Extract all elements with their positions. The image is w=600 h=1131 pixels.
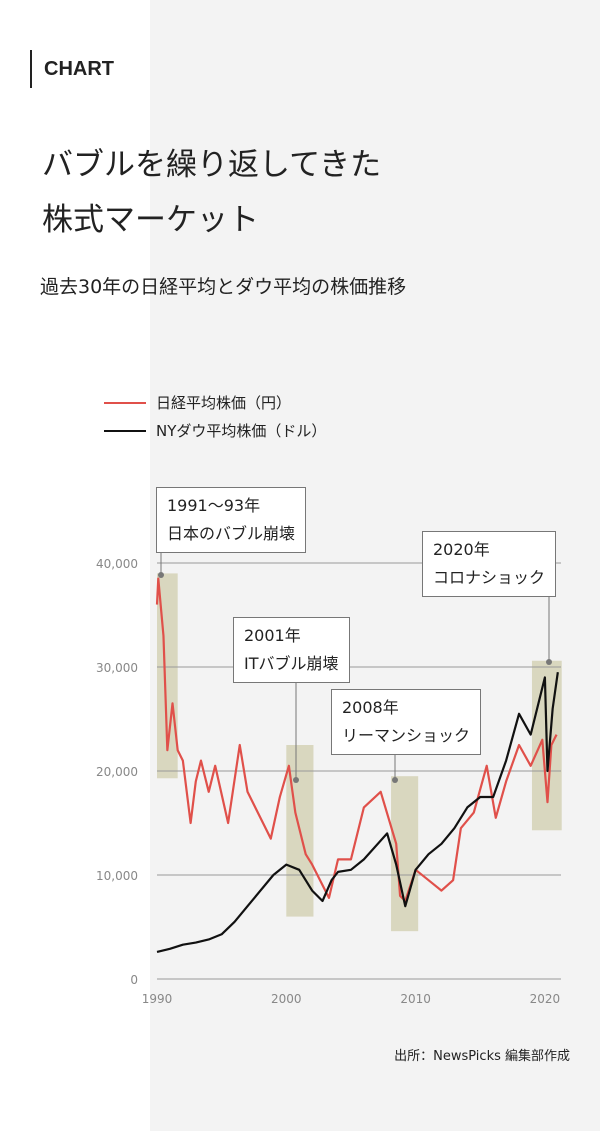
- x-tick-label: 2020: [530, 992, 561, 1006]
- subtitle: 過去30年の日経平均とダウ平均の株価推移: [40, 276, 407, 298]
- y-tick-label: 20,000: [96, 765, 138, 779]
- legend-nikkei: 日経平均株価（円）: [104, 392, 291, 413]
- leader-dot: [546, 659, 552, 665]
- leader-dot: [392, 777, 398, 783]
- chart-tag: CHART: [30, 50, 114, 88]
- source-note: 出所：NewsPicks 編集部作成: [394, 1049, 570, 1064]
- annotation-1991: 1991～93年 日本のバブル崩壊: [156, 487, 307, 553]
- highlight-band: [391, 776, 419, 932]
- x-tick-label: 2010: [400, 992, 431, 1006]
- dow-line: [156, 672, 559, 954]
- y-tick-label: 30,000: [96, 661, 138, 675]
- leader-dot: [158, 572, 164, 578]
- x-tick-label: 2000: [271, 992, 302, 1006]
- legend-label: 日経平均株価（円）: [156, 394, 292, 412]
- annotation-2008: 2008年 リーマンショック: [331, 689, 482, 755]
- legend-label: NYダウ平均株価（ドル）: [156, 422, 327, 440]
- y-tick-label: 40,000: [96, 557, 138, 571]
- page-title: バブルを繰り返してきた 株式マーケット: [42, 138, 381, 248]
- annotation-2001: 2001年 ITバブル崩壊: [233, 617, 350, 683]
- y-tick-label: 0: [130, 973, 138, 987]
- title-line: 株式マーケット: [42, 202, 259, 238]
- title-line: バブルを繰り返してきた: [42, 147, 382, 183]
- annotation-2020: 2020年 コロナショック: [422, 531, 557, 597]
- legend-dow: NYダウ平均株価（ドル）: [104, 420, 326, 441]
- leader-dot: [293, 777, 299, 783]
- x-tick-label: 1990: [142, 992, 173, 1006]
- y-tick-label: 10,000: [96, 869, 138, 883]
